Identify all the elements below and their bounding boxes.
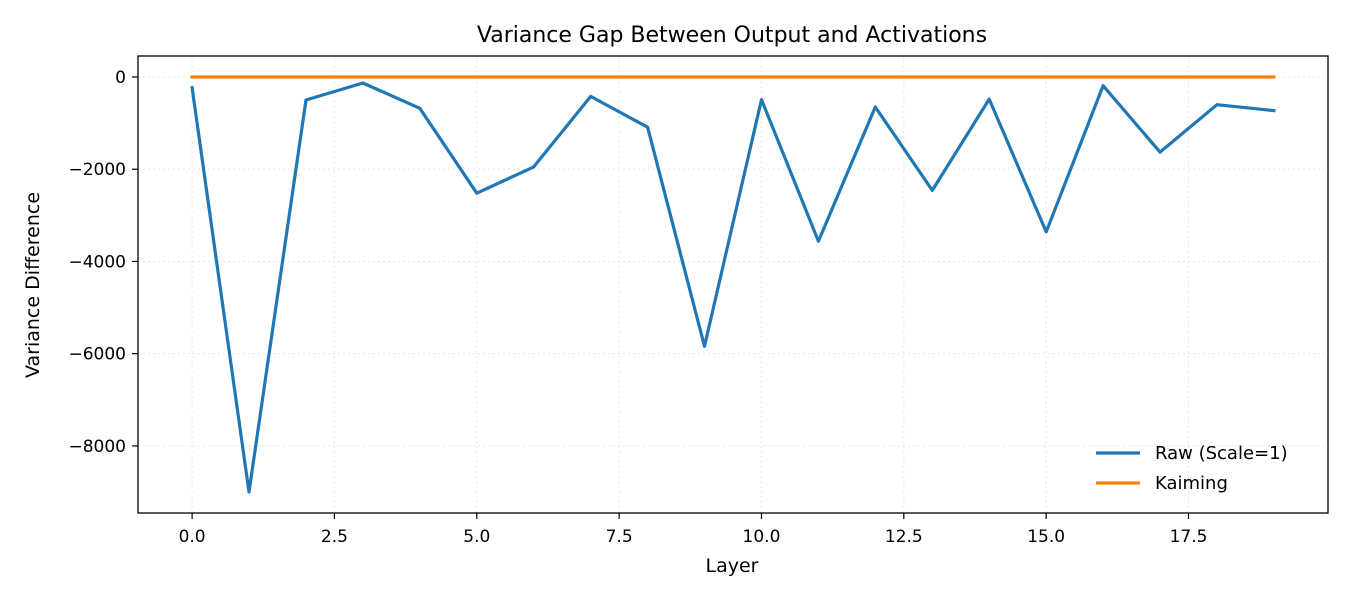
series-lines bbox=[190, 75, 1276, 494]
x-tick-label: 5.0 bbox=[463, 527, 490, 547]
y-axis: 0 −2000 −4000 −6000 −8000 bbox=[68, 68, 138, 457]
series-line-0 bbox=[190, 81, 1276, 494]
x-tick-label: 0.0 bbox=[179, 527, 206, 547]
x-axis: 0.0 2.5 5.0 7.5 10.0 12.5 15.0 17.5 bbox=[179, 513, 1208, 547]
x-tick-label: 7.5 bbox=[606, 527, 633, 547]
y-tick-label: 0 bbox=[115, 68, 126, 88]
x-tick-label: 15.0 bbox=[1027, 527, 1065, 547]
grid bbox=[138, 56, 1328, 513]
y-axis-label: Variance Difference bbox=[22, 192, 44, 378]
x-tick-label: 2.5 bbox=[321, 527, 348, 547]
chart-title: Variance Gap Between Output and Activati… bbox=[477, 23, 987, 48]
y-tick-label: −2000 bbox=[68, 160, 126, 180]
x-tick-label: 12.5 bbox=[885, 527, 923, 547]
x-tick-label: 17.5 bbox=[1170, 527, 1208, 547]
legend-label-1: Kaiming bbox=[1155, 473, 1228, 494]
y-tick-label: −6000 bbox=[68, 345, 126, 365]
x-tick-label: 10.0 bbox=[743, 527, 781, 547]
y-tick-label: −4000 bbox=[68, 252, 126, 272]
x-axis-label: Layer bbox=[706, 555, 759, 577]
plot-frame bbox=[137, 55, 1329, 514]
legend: Raw (Scale=1) Kaiming bbox=[1096, 443, 1288, 494]
y-tick-label: −8000 bbox=[68, 437, 126, 457]
legend-label-0: Raw (Scale=1) bbox=[1155, 443, 1288, 464]
